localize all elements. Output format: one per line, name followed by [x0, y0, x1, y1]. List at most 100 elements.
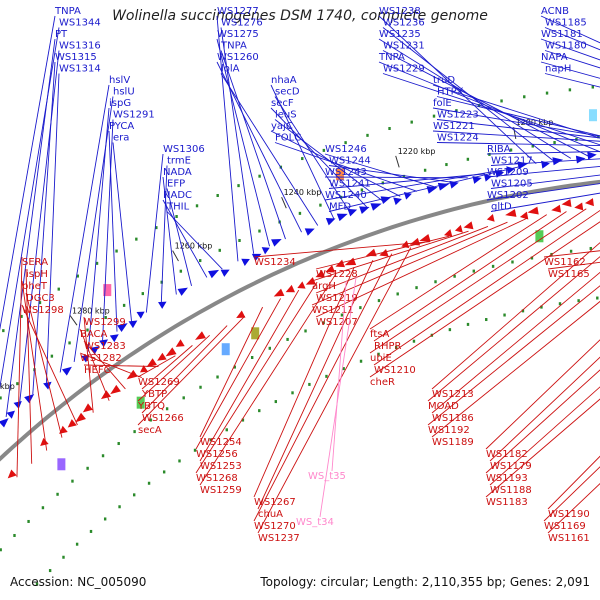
rna-gene-label: WS_t34: [296, 517, 334, 528]
reverse-gene-label: WS1299: [84, 317, 126, 328]
reverse-gene: [519, 211, 529, 220]
reverse-gene-label: cheR: [370, 377, 395, 388]
track-dot: [62, 555, 65, 559]
track-dot: [340, 313, 344, 317]
track-dot: [2, 329, 5, 333]
leader-line: [485, 369, 600, 474]
forward-gene-label: WS1275: [217, 29, 259, 40]
track-dot: [147, 481, 151, 485]
reverse-gene: [505, 209, 517, 217]
annotation-block: [535, 230, 544, 243]
tick-label: 1220 kbp: [398, 147, 436, 156]
leader-line: [195, 281, 318, 474]
leader-line: [195, 298, 281, 450]
reverse-gene-label: SERA: [22, 257, 48, 268]
leader-line: [540, 38, 600, 61]
reverse-gene: [574, 202, 584, 211]
reverse-gene: [126, 369, 138, 380]
forward-gene: [393, 197, 402, 206]
reverse-gene-label: WS1298: [22, 305, 64, 316]
track-dot: [388, 127, 391, 131]
leader-line: [432, 84, 600, 139]
reverse-gene: [236, 310, 246, 319]
reverse-gene: [7, 469, 17, 479]
forward-gene-label: yajC: [271, 121, 293, 132]
track-dot: [366, 133, 369, 137]
track-dot: [216, 375, 219, 379]
leader-line: [45, 73, 60, 384]
leader-line: [216, 61, 302, 233]
forward-gene-label: RIBA: [487, 144, 511, 155]
forward-gene: [587, 151, 597, 160]
track-dot: [20, 314, 23, 318]
track-dot: [381, 181, 385, 185]
reverse-gene-label: WS1213: [432, 389, 474, 400]
forward-gene-label: FOLC: [275, 133, 301, 144]
leader-line: [162, 176, 177, 295]
leader-line: [490, 174, 600, 189]
forward-gene: [336, 213, 348, 222]
forward-gene-label: WS1244: [329, 156, 371, 167]
track-dot: [319, 203, 322, 207]
track-dot: [241, 418, 245, 422]
reverse-gene: [175, 339, 185, 347]
leader-line: [257, 247, 412, 534]
forward-gene: [347, 208, 358, 217]
track-dot: [258, 229, 261, 233]
leader-line: [490, 158, 600, 166]
forward-gene-label: WS1260: [217, 52, 259, 63]
leader-line: [102, 119, 114, 342]
forward-gene-label: HTPX: [437, 87, 464, 98]
track-dot: [165, 407, 169, 411]
track-dot: [115, 249, 118, 253]
track-dot: [0, 396, 2, 400]
reverse-gene-label: secA: [138, 425, 162, 436]
leader-line: [485, 398, 600, 498]
forward-gene-label: WS1276: [221, 18, 263, 29]
forward-gene: [403, 191, 412, 200]
forward-gene: [271, 239, 282, 247]
track-dot: [132, 493, 136, 497]
reverse-gene-label: WS1162: [544, 257, 586, 268]
reverse-gene: [40, 437, 49, 446]
track-dot: [453, 274, 456, 278]
reverse-gene-label: YBTP: [141, 389, 167, 400]
leader-line: [112, 142, 133, 323]
reverse-gene: [75, 412, 86, 423]
track-dot: [162, 470, 166, 474]
forward-gene-label: WS1243: [325, 167, 367, 178]
forward-gene-label: WS1240: [325, 190, 367, 201]
track-dot: [301, 157, 304, 161]
track-dot: [472, 269, 475, 273]
leader-line: [486, 183, 600, 201]
forward-gene-label: EFP: [167, 179, 185, 190]
reverse-gene: [463, 221, 474, 230]
track-dot: [308, 382, 311, 386]
forward-gene-label: WS1231: [383, 41, 425, 52]
leader-line: [160, 165, 168, 304]
tick-label: 1260 kbp: [175, 242, 213, 251]
track-dot: [432, 114, 436, 118]
tick-label: 1200 kbp: [516, 118, 554, 127]
reverse-gene-label: chuA: [258, 509, 283, 520]
reverse-gene-label: WS1186: [432, 413, 474, 424]
track-dot: [133, 430, 136, 434]
track-dot: [50, 354, 54, 358]
track-dot: [135, 237, 138, 241]
track-dot: [402, 174, 406, 178]
track-dot: [359, 306, 362, 310]
track-dot: [291, 391, 294, 395]
leader-line: [274, 142, 418, 192]
track-dot: [577, 299, 580, 303]
forward-gene-label: hslV: [109, 75, 130, 86]
reverse-gene-label: WS1267: [254, 497, 296, 508]
forward-gene-label: TNPA: [378, 52, 405, 63]
track-dot: [485, 318, 488, 322]
reverse-gene-label: WS1282: [80, 353, 122, 364]
leader-line: [5, 38, 56, 417]
track-dot: [218, 248, 221, 252]
leader-line: [432, 107, 600, 137]
leader-line: [369, 208, 587, 354]
reverse-gene-label: WS1259: [200, 485, 242, 496]
reverse-gene: [195, 331, 206, 340]
